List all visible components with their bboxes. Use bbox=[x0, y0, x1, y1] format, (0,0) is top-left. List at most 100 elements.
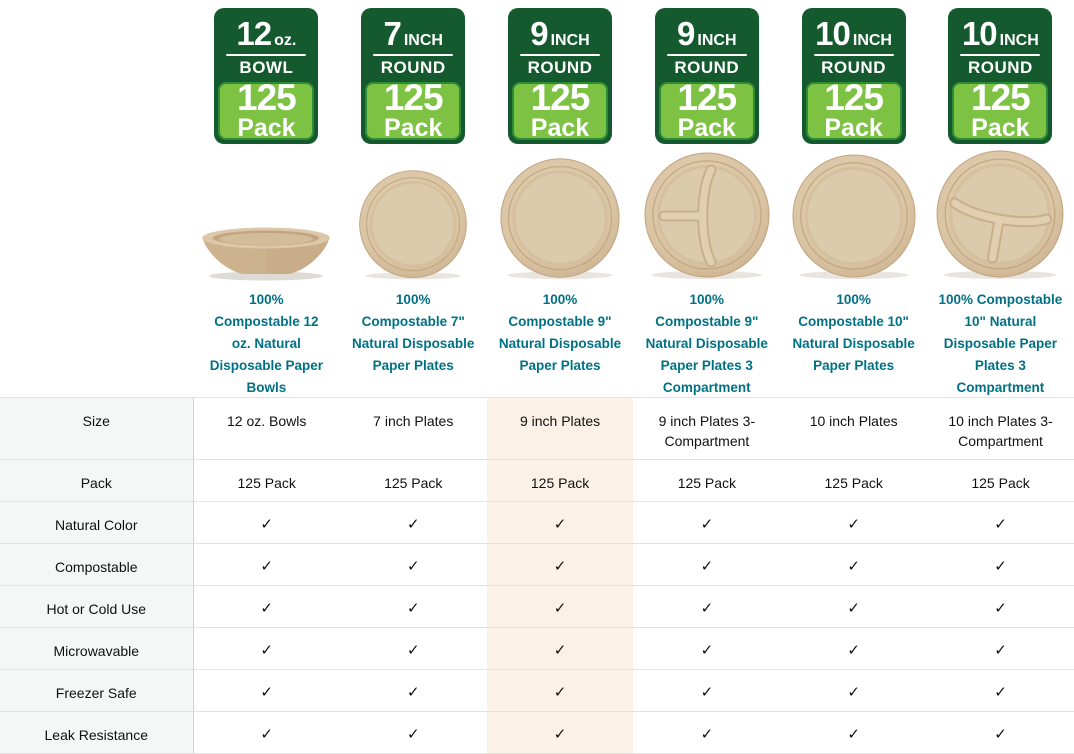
badge-count-value: 125 bbox=[383, 77, 444, 119]
pack-size-badge[interactable]: 9 INCH ROUND 125 Pack bbox=[507, 8, 612, 144]
checkmark-cell: ✓ bbox=[927, 711, 1074, 754]
product-image-link[interactable] bbox=[780, 144, 927, 281]
feature-value-cell: 9 inch Plates 3-Compartment bbox=[633, 397, 781, 460]
checkmark-cell: ✓ bbox=[927, 585, 1074, 628]
products-row: 12 oz. BOWL 125 Pack 100% Compostable 12 oz. … bbox=[193, 0, 1074, 397]
product-image-link[interactable] bbox=[927, 144, 1074, 281]
product-column-5: 10 INCH ROUND 125 Pack 100% Compostable 10" N… bbox=[780, 0, 927, 377]
product-image-link[interactable] bbox=[487, 144, 634, 281]
badge-size-unit: oz. bbox=[274, 32, 297, 49]
badge-size-line: 10 INCH bbox=[815, 17, 892, 50]
badge-divider-line bbox=[519, 54, 600, 56]
badge-size-unit: INCH bbox=[697, 32, 737, 49]
checkmark-cell: ✓ bbox=[486, 669, 634, 712]
comparison-row-freezer-safe: Freezer Safe ✓ ✓ ✓ ✓ ✓ ✓ bbox=[0, 669, 1074, 712]
badge-shape-label: ROUND bbox=[674, 58, 740, 77]
product-title-link[interactable]: 100% Compostable 9" Natural Disposable P… bbox=[498, 292, 622, 373]
badge-count-box: 125 Pack bbox=[218, 77, 315, 143]
badge-size-value: 10 bbox=[815, 15, 851, 52]
checkmark-cell: ✓ bbox=[486, 627, 634, 670]
badge-divider-line bbox=[373, 54, 454, 56]
badge-size-line: 9 INCH bbox=[530, 17, 589, 50]
badge-count-box: 125 Pack bbox=[658, 77, 755, 142]
feature-value-cell: 125 Pack bbox=[633, 459, 781, 502]
pack-size-badge[interactable]: 12 oz. BOWL 125 Pack bbox=[214, 8, 319, 144]
checkmark-cell: ✓ bbox=[633, 543, 781, 586]
compartment-plate-photo bbox=[936, 150, 1064, 279]
feature-label: Leak Resistance bbox=[0, 711, 194, 754]
checkmark-cell: ✓ bbox=[633, 627, 781, 670]
badge-count-unit: Pack bbox=[530, 114, 590, 143]
badge-divider-line bbox=[666, 54, 747, 56]
feature-label: Natural Color bbox=[0, 501, 194, 544]
comparison-row-natural-color: Natural Color ✓ ✓ ✓ ✓ ✓ ✓ bbox=[0, 501, 1074, 544]
comparison-row-hot-or-cold-use: Hot or Cold Use ✓ ✓ ✓ ✓ ✓ ✓ bbox=[0, 585, 1074, 628]
checkmark-cell: ✓ bbox=[633, 501, 781, 544]
checkmark-cell: ✓ bbox=[486, 501, 634, 544]
badge-size-unit: INCH bbox=[852, 32, 892, 49]
checkmark-cell: ✓ bbox=[780, 711, 928, 754]
badge-count-value: 125 bbox=[677, 77, 737, 119]
product-image-link[interactable] bbox=[193, 144, 340, 281]
badge-count-value: 125 bbox=[530, 77, 591, 119]
checkmark-cell: ✓ bbox=[927, 627, 1074, 670]
badge-count-unit: Pack bbox=[824, 114, 883, 143]
badge-size-value: 12 bbox=[236, 15, 272, 52]
checkmark-cell: ✓ bbox=[927, 669, 1074, 712]
badge-count-value: 125 bbox=[237, 77, 297, 119]
product-title-link[interactable]: 100% Compostable 10" Natural Disposable … bbox=[792, 292, 915, 373]
product-title-link[interactable]: 100% Compostable 10" Natural Disposable … bbox=[938, 292, 1063, 395]
comparison-table: Size 12 oz. Bowls 7 inch Plates 9 inch Plat… bbox=[0, 397, 1074, 754]
comparison-row-compostable: Compostable ✓ ✓ ✓ ✓ ✓ ✓ bbox=[0, 543, 1074, 586]
badge-count-box: 125 Pack bbox=[805, 77, 902, 143]
badge-count-unit: Pack bbox=[971, 114, 1030, 143]
comparison-row-size: Size 12 oz. Bowls 7 inch Plates 9 inch Plat… bbox=[0, 397, 1074, 460]
badge-size-unit: INCH bbox=[550, 32, 590, 49]
feature-value-cell: 10 inch Plates 3-Compartment bbox=[927, 397, 1074, 460]
product-column-1: 12 oz. BOWL 125 Pack 100% Compostable 12 oz. … bbox=[193, 0, 340, 399]
product-title-link[interactable]: 100% Compostable 9" Natural Disposable P… bbox=[645, 292, 768, 395]
checkmark-cell: ✓ bbox=[486, 711, 634, 754]
badge-divider-line bbox=[226, 54, 307, 56]
badge-size-value: 7 bbox=[383, 15, 401, 52]
feature-value-cell: 125 Pack bbox=[780, 459, 928, 502]
badge-count-unit: Pack bbox=[383, 114, 443, 143]
comparison-row-leak-resistance: Leak Resistance ✓ ✓ ✓ ✓ ✓ ✓ bbox=[0, 711, 1074, 754]
badge-count-box: 125 Pack bbox=[952, 79, 1049, 143]
badge-count-box: 125 Pack bbox=[365, 77, 462, 143]
badge-shape-label: BOWL bbox=[239, 58, 294, 77]
product-image-link[interactable] bbox=[633, 144, 780, 281]
pack-size-badge[interactable]: 7 INCH ROUND 125 Pack bbox=[361, 8, 466, 144]
pack-size-badge[interactable]: 10 INCH ROUND 125 Pack bbox=[948, 8, 1053, 144]
feature-value-cell: 125 Pack bbox=[927, 459, 1074, 502]
feature-value-cell: 125 Pack bbox=[339, 459, 487, 502]
checkmark-cell: ✓ bbox=[633, 711, 781, 754]
product-title-link[interactable]: 100% Compostable 12 oz. Natural Disposab… bbox=[209, 292, 324, 395]
checkmark-cell: ✓ bbox=[193, 543, 340, 586]
badge-count-unit: Pack bbox=[237, 114, 296, 143]
feature-value-cell: 9 inch Plates bbox=[486, 397, 634, 460]
badge-divider-line bbox=[960, 54, 1041, 56]
badge-count-value: 125 bbox=[824, 77, 884, 119]
pack-size-badge[interactable]: 10 INCH ROUND 125 Pack bbox=[801, 8, 906, 144]
comparison-row-pack: Pack 125 Pack 125 Pack 125 Pack 125 Pack 125 … bbox=[0, 459, 1074, 502]
feature-value-cell: 12 oz. Bowls bbox=[193, 397, 340, 460]
checkmark-cell: ✓ bbox=[927, 501, 1074, 544]
product-title-link[interactable]: 100% Compostable 7" Natural Disposable P… bbox=[352, 292, 475, 373]
checkmark-cell: ✓ bbox=[339, 627, 487, 670]
badge-size-value: 9 bbox=[530, 15, 548, 52]
product-image-link[interactable] bbox=[340, 144, 487, 281]
badge-size-unit: INCH bbox=[999, 32, 1039, 49]
badge-shape-label: ROUND bbox=[527, 58, 593, 77]
badge-divider-line bbox=[813, 54, 894, 56]
pack-size-badge[interactable]: 9 INCH ROUND 125 Pack bbox=[654, 8, 759, 144]
feature-value-cell: 125 Pack bbox=[486, 459, 634, 502]
checkmark-cell: ✓ bbox=[193, 585, 340, 628]
badge-size-line: 7 INCH bbox=[383, 17, 442, 50]
badge-count-box: 125 Pack bbox=[511, 77, 608, 143]
feature-label: Compostable bbox=[0, 543, 194, 586]
feature-label: Pack bbox=[0, 459, 194, 502]
comparison-row-microwavable: Microwavable ✓ ✓ ✓ ✓ ✓ ✓ bbox=[0, 627, 1074, 670]
checkmark-cell: ✓ bbox=[780, 585, 928, 628]
checkmark-cell: ✓ bbox=[339, 543, 487, 586]
